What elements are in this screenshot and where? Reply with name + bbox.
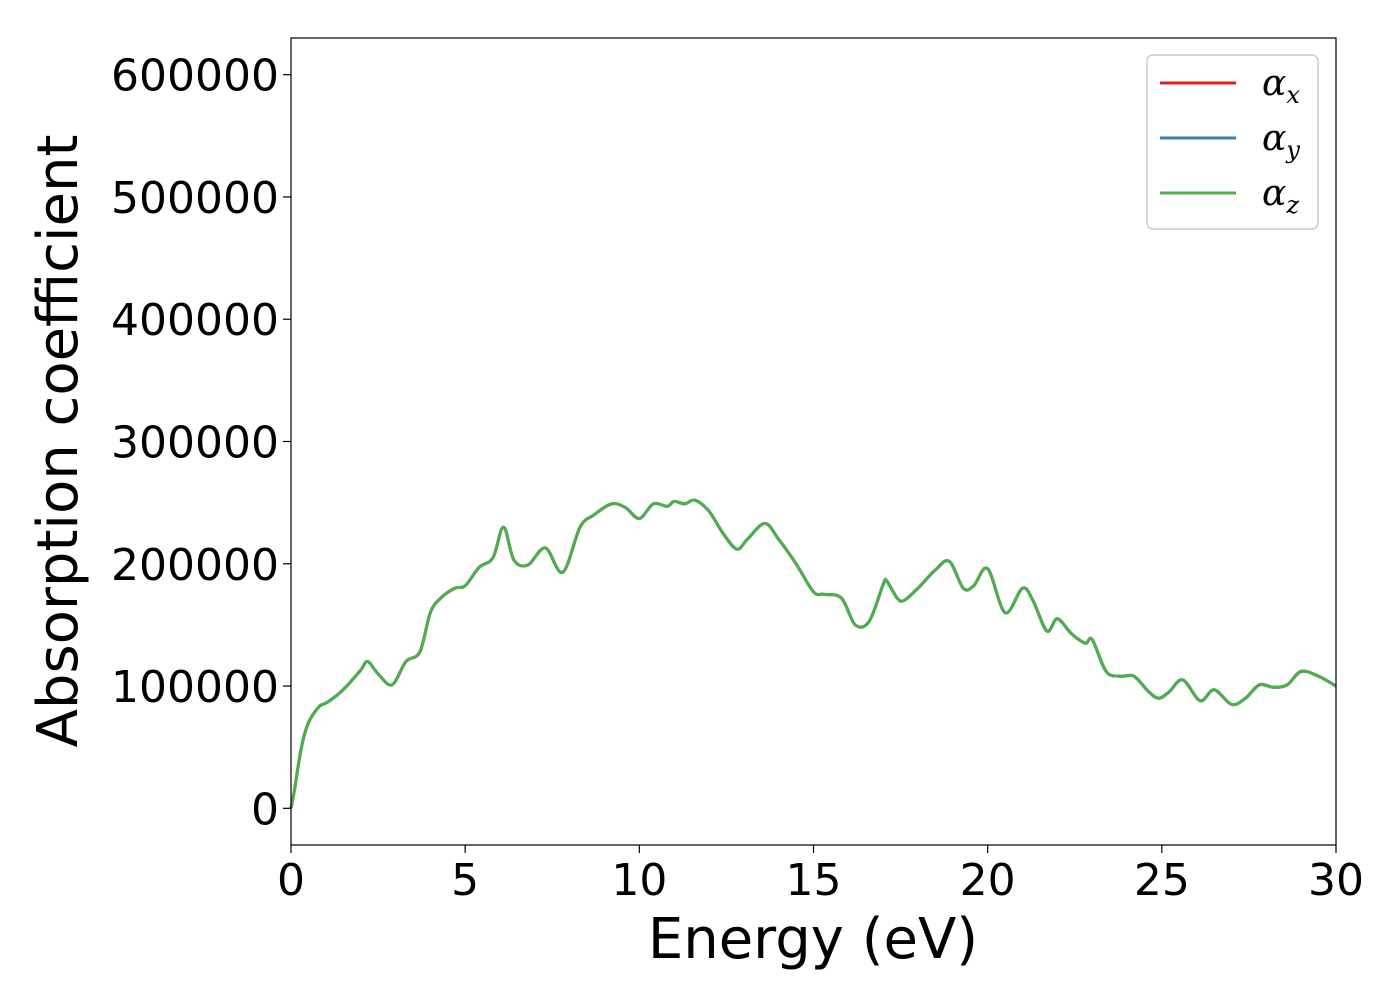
legend-label-x: αx [1262, 63, 1300, 109]
x-tick-label: 5 [451, 855, 479, 906]
y-tick-label: 100000 [111, 662, 279, 713]
series-layer [289, 498, 1337, 809]
y-axis-ticks: 0 100000 200000 300000 400000 500000 600000 [111, 51, 291, 835]
x-tick-label: 15 [786, 855, 842, 906]
y-tick-label: 0 [251, 784, 279, 835]
x-axis-label: Energy (eV) [648, 907, 978, 972]
legend-box [1146, 54, 1319, 230]
y-tick-label: 400000 [111, 295, 279, 346]
x-tick-label: 20 [960, 855, 1016, 906]
x-axis-ticks: 0 5 10 15 20 25 30 [277, 845, 1364, 906]
y-tick-label: 500000 [111, 173, 279, 224]
x-tick-label: 30 [1308, 855, 1364, 906]
legend-label-y: αy [1262, 118, 1300, 164]
y-tick-label: 600000 [111, 51, 279, 102]
legend: αx αy αz [1146, 54, 1319, 230]
legend-label-z: αz [1262, 173, 1299, 219]
x-tick-label: 25 [1134, 855, 1190, 906]
series-line-z [289, 498, 1337, 809]
x-tick-label: 0 [277, 855, 305, 906]
x-tick-label: 10 [611, 855, 667, 906]
y-tick-label: 300000 [111, 418, 279, 469]
y-axis-label: Absorption coefficient [26, 135, 91, 748]
y-tick-label: 200000 [111, 540, 279, 591]
